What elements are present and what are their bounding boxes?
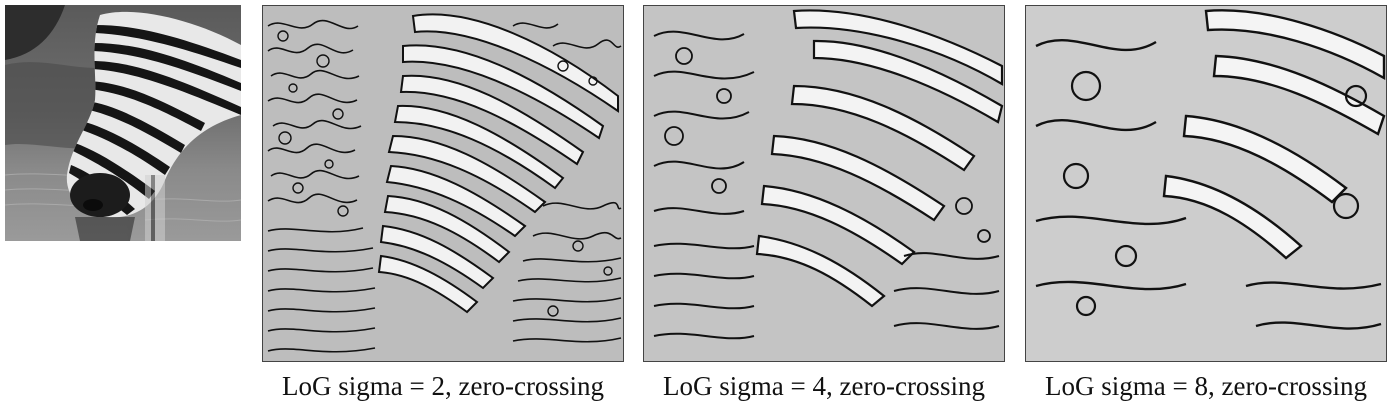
zero-crossing-map-sigma-2 <box>263 6 623 361</box>
log-sigma-2-panel <box>262 5 624 362</box>
zero-crossing-map-sigma-8 <box>1026 6 1386 361</box>
log-sigma-4-panel <box>643 5 1005 362</box>
zero-crossing-map-sigma-4 <box>644 6 1004 361</box>
zebra-photo <box>5 5 241 241</box>
log-sigma-8-panel <box>1025 5 1387 362</box>
caption-sigma-4: LoG sigma = 4, zero-crossing <box>643 366 1005 406</box>
caption-sigma-2: LoG sigma = 2, zero-crossing <box>262 366 624 406</box>
original-zebra-image <box>5 5 241 241</box>
caption-sigma-8: LoG sigma = 8, zero-crossing <box>1025 366 1387 406</box>
